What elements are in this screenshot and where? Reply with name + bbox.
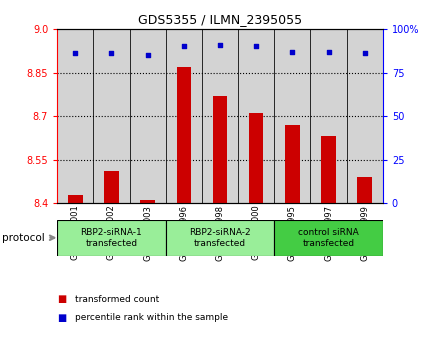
Text: transformed count: transformed count xyxy=(75,295,159,304)
Bar xyxy=(274,220,383,256)
Bar xyxy=(285,125,300,203)
Bar xyxy=(311,29,347,203)
Bar xyxy=(57,220,166,256)
Point xyxy=(253,44,260,49)
Bar xyxy=(104,171,119,203)
Bar xyxy=(57,29,93,203)
Text: ■: ■ xyxy=(57,294,66,305)
Point xyxy=(144,52,151,58)
Text: RBP2-siRNA-1
transfected: RBP2-siRNA-1 transfected xyxy=(81,228,143,248)
Title: GDS5355 / ILMN_2395055: GDS5355 / ILMN_2395055 xyxy=(138,13,302,26)
Point xyxy=(289,49,296,54)
Bar xyxy=(140,200,155,203)
Bar xyxy=(238,29,274,203)
Bar xyxy=(357,177,372,203)
Text: percentile rank within the sample: percentile rank within the sample xyxy=(75,313,228,322)
Point xyxy=(216,42,224,48)
Bar xyxy=(202,29,238,203)
Point xyxy=(180,44,187,49)
Bar xyxy=(213,96,227,203)
Bar xyxy=(93,29,129,203)
Text: control siRNA
transfected: control siRNA transfected xyxy=(298,228,359,248)
Point xyxy=(325,49,332,54)
Point xyxy=(361,50,368,56)
Bar xyxy=(249,113,264,203)
Bar xyxy=(176,67,191,203)
Point xyxy=(108,50,115,56)
Point xyxy=(72,50,79,56)
Bar xyxy=(129,29,166,203)
Text: protocol: protocol xyxy=(2,233,45,243)
Text: ■: ■ xyxy=(57,313,66,323)
Bar xyxy=(166,29,202,203)
Bar xyxy=(321,136,336,203)
Bar xyxy=(166,220,274,256)
Bar xyxy=(68,195,83,203)
Text: RBP2-siRNA-2
transfected: RBP2-siRNA-2 transfected xyxy=(189,228,251,248)
Bar xyxy=(274,29,311,203)
Bar xyxy=(347,29,383,203)
